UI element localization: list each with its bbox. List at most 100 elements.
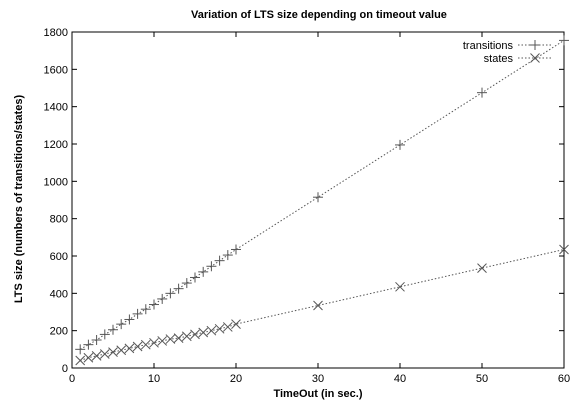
y-tick-label: 1800	[44, 27, 68, 39]
data-point-states	[173, 333, 184, 343]
x-tick-label: 60	[558, 373, 570, 385]
series-layer	[75, 35, 569, 366]
data-point-states	[124, 343, 135, 354]
legend-label-states: states	[484, 53, 514, 65]
data-point-states	[214, 323, 225, 334]
data-point-transitions	[108, 324, 118, 335]
data-point-transitions	[83, 339, 94, 350]
data-point-transitions	[124, 314, 135, 325]
data-point-transitions	[477, 87, 487, 98]
marker-stroke	[313, 300, 323, 311]
data-point-transitions	[231, 244, 241, 255]
x-tick-label: 10	[148, 373, 160, 385]
marker-stroke	[124, 343, 135, 354]
data-point-transitions	[222, 250, 233, 261]
data-point-states	[181, 331, 192, 342]
y-tick-label: 600	[50, 251, 68, 263]
marker-stroke	[181, 331, 192, 342]
data-point-transitions	[91, 335, 102, 345]
series-line-states	[80, 249, 565, 361]
data-point-transitions	[198, 266, 209, 277]
data-point-transitions	[149, 299, 159, 310]
marker-stroke	[157, 336, 168, 346]
data-point-transitions	[132, 308, 143, 319]
y-tick-label: 1000	[44, 176, 68, 188]
data-point-transitions	[173, 283, 184, 294]
data-point-transitions	[181, 278, 192, 289]
data-point-transitions	[75, 344, 86, 355]
data-point-states	[116, 345, 127, 356]
x-tick-label: 40	[394, 373, 406, 385]
marker-stroke	[190, 329, 200, 340]
marker-stroke	[165, 334, 176, 344]
y-tick-label: 1200	[44, 139, 68, 151]
marker-stroke	[149, 337, 159, 348]
marker-stroke	[91, 351, 102, 361]
data-point-states	[83, 352, 94, 363]
data-point-transitions	[190, 272, 200, 283]
x-tick-label: 30	[312, 373, 324, 385]
data-point-states	[140, 339, 151, 350]
data-point-transitions	[99, 329, 110, 340]
marker-stroke	[83, 352, 94, 363]
data-point-transitions	[313, 192, 323, 203]
y-tick-label: 200	[50, 326, 68, 338]
data-point-states	[157, 336, 168, 346]
data-point-states	[198, 327, 209, 338]
marker-stroke	[214, 323, 225, 334]
data-point-states	[132, 341, 143, 352]
data-point-states	[91, 351, 102, 361]
marker-stroke	[140, 339, 151, 350]
marker-stroke	[99, 349, 110, 359]
data-point-states	[231, 319, 241, 329]
x-tick-label: 50	[476, 373, 488, 385]
data-point-states	[222, 322, 233, 332]
data-point-transitions	[214, 255, 225, 266]
data-point-states	[395, 281, 405, 292]
marker-stroke	[206, 325, 217, 336]
y-tick-label: 400	[50, 288, 68, 300]
marker-stroke	[116, 345, 127, 356]
marker-stroke	[231, 319, 241, 329]
y-tick-label: 0	[62, 363, 68, 375]
data-point-transitions	[140, 304, 151, 315]
data-point-states	[149, 337, 159, 348]
data-point-states	[206, 325, 217, 336]
chart-title: Variation of LTS size depending on timeo…	[191, 9, 447, 21]
data-point-states	[108, 347, 118, 357]
data-point-states	[190, 329, 200, 340]
data-point-transitions	[157, 293, 168, 304]
marker-stroke	[132, 341, 143, 352]
data-point-states	[75, 355, 86, 366]
x-axis-label: TimeOut (in sec.)	[273, 388, 362, 400]
y-tick-label: 1400	[44, 102, 68, 114]
data-point-transitions	[206, 261, 217, 272]
data-point-transitions	[116, 319, 127, 330]
data-point-states	[559, 244, 569, 255]
marker-stroke	[173, 333, 184, 343]
data-point-transitions	[395, 139, 405, 150]
marker-stroke	[222, 322, 233, 332]
data-point-states	[477, 263, 487, 273]
marker-stroke	[530, 53, 540, 63]
y-tick-label: 800	[50, 214, 68, 226]
marker-stroke	[75, 355, 86, 366]
series-line-transitions	[79, 39, 565, 350]
marker-stroke	[198, 327, 209, 338]
data-point-states	[165, 334, 176, 344]
axis-ticks: 0 10 20 30 40 50 60020040060080010001200140016…	[44, 27, 571, 385]
marker-stroke	[395, 281, 405, 292]
data-point-states	[313, 300, 323, 311]
y-tick-label: 1600	[44, 64, 68, 76]
legend-label-transitions: transitions	[463, 40, 514, 52]
marker-stroke	[108, 347, 118, 357]
marker-stroke	[559, 244, 569, 255]
x-tick-label: 20	[230, 373, 242, 385]
data-point-transitions	[559, 35, 569, 46]
x-tick-label: 0	[69, 373, 75, 385]
legend-marker-states	[530, 53, 540, 63]
legend-marker-transitions	[530, 40, 540, 50]
data-point-transitions	[165, 288, 176, 299]
data-point-states	[99, 349, 110, 359]
